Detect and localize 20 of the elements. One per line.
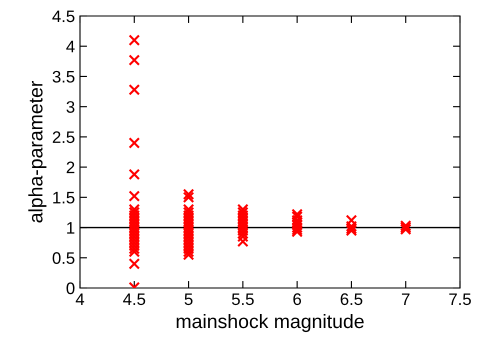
- x-tick-label: 7: [402, 293, 410, 305]
- x-tick-label: 5.5: [232, 293, 254, 306]
- y-tick-label: 2: [66, 162, 74, 174]
- x-tick-label: 5: [184, 293, 193, 306]
- x-tick-label: 7.5: [449, 293, 471, 306]
- y-tick-label: 3.5: [52, 70, 74, 83]
- y-tick-label: 0.5: [52, 252, 74, 264]
- y-tick-label: 4: [66, 40, 75, 52]
- y-tick-label: 1.5: [53, 192, 74, 204]
- y-tick-label: 2.5: [52, 131, 74, 144]
- x-tick-label: 4: [76, 293, 84, 305]
- y-tick-label: 3: [66, 101, 74, 113]
- x-axis-title: mainshock magnitude: [176, 314, 364, 332]
- y-axis-title: alpha-parameter: [28, 80, 46, 223]
- y-tick-label: 1: [67, 222, 74, 234]
- y-tick-label: 0: [66, 282, 74, 294]
- x-tick-label: 6: [293, 293, 302, 306]
- y-tick-label: 4.5: [52, 10, 74, 22]
- x-tick-label: 4.5: [123, 293, 146, 306]
- x-tick-label: 6.5: [340, 293, 362, 306]
